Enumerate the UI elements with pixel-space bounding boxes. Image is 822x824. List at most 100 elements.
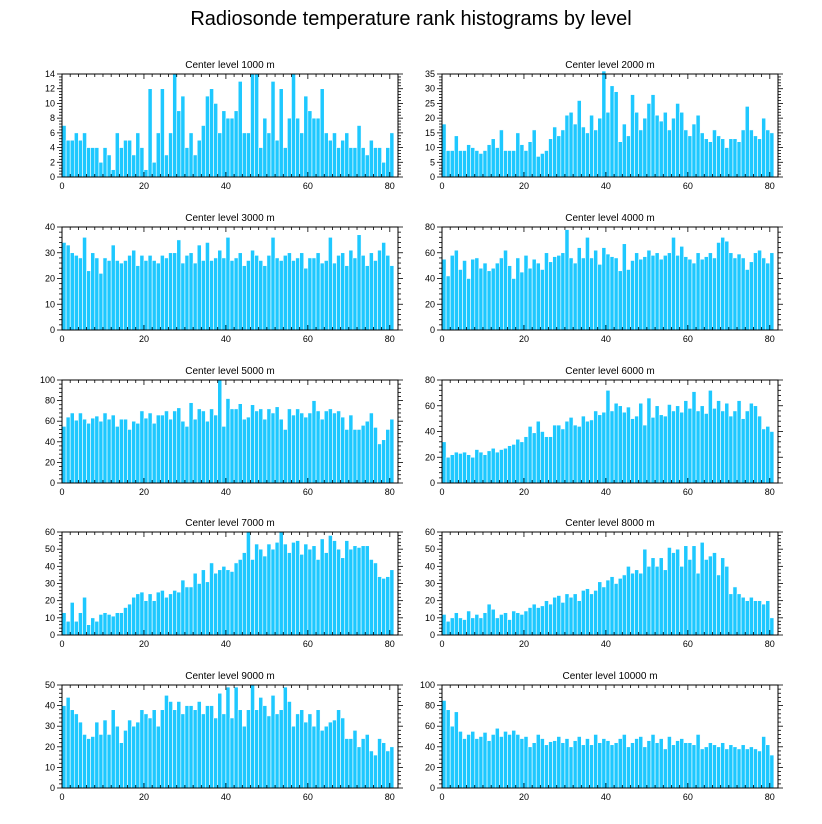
histogram-bar [766, 601, 770, 635]
histogram-bar [341, 140, 345, 177]
histogram-bar [107, 419, 111, 483]
histogram-bar [378, 577, 382, 635]
histogram-bar [581, 416, 585, 483]
histogram-bar [475, 151, 479, 177]
y-tick-label: 40 [425, 427, 435, 437]
histogram-bar [308, 413, 312, 483]
y-tick-label: 100 [40, 375, 55, 385]
x-tick-label: 0 [59, 181, 64, 191]
histogram-bar [205, 96, 209, 177]
histogram-bar [177, 111, 181, 177]
histogram-bar [136, 266, 140, 330]
histogram-bar [704, 413, 708, 483]
x-tick-label: 60 [683, 334, 693, 344]
histogram-bar [725, 241, 729, 330]
histogram-bar [762, 118, 766, 177]
histogram-bar [655, 115, 659, 177]
histogram-bar [680, 739, 684, 788]
histogram-bar [328, 140, 332, 177]
histogram-bar [296, 118, 300, 177]
panel-title: Center level 4000 m [565, 213, 655, 224]
histogram-bar [82, 419, 86, 483]
histogram-bar [655, 406, 659, 483]
histogram-bar [296, 541, 300, 635]
histogram-bar [565, 594, 569, 635]
histogram-bar [238, 559, 242, 635]
histogram-bar [320, 263, 324, 330]
x-tick-label: 20 [139, 487, 149, 497]
histogram-bar [386, 751, 390, 788]
histogram-bar [222, 111, 226, 177]
histogram-bar [491, 448, 495, 483]
x-tick-label: 80 [765, 487, 775, 497]
histogram-bar [602, 587, 606, 635]
histogram-bar [300, 133, 304, 177]
histogram-bar [369, 751, 373, 788]
histogram-bar [271, 81, 275, 177]
histogram-bar [692, 263, 696, 330]
histogram-bar [210, 409, 214, 483]
histogram-bar [205, 421, 209, 483]
histogram-bar [508, 266, 512, 330]
histogram-bar [214, 718, 218, 788]
histogram-bar [103, 720, 107, 788]
histogram-bar [210, 260, 214, 330]
histogram-bar [700, 259, 704, 330]
histogram-bar [606, 741, 610, 788]
histogram-bar [308, 258, 312, 330]
histogram-bar [279, 419, 283, 483]
y-tick-label: 20 [425, 113, 435, 123]
histogram-bar [78, 613, 82, 635]
histogram-bar [483, 151, 487, 177]
histogram-bar [119, 148, 123, 177]
histogram-bar [185, 148, 189, 177]
histogram-bar [99, 734, 103, 788]
histogram-bar [626, 407, 630, 483]
y-tick-label: 40 [425, 742, 435, 752]
histogram-bar [160, 255, 164, 330]
y-tick-label: 60 [425, 527, 435, 537]
histogram-bar [598, 118, 602, 177]
histogram-bar [267, 133, 271, 177]
histogram-bar [365, 734, 369, 788]
histogram-panel: Center level 2000 m0 20 40 60 80051015202530… [425, 60, 783, 191]
histogram-bar [442, 442, 446, 483]
histogram-bar [173, 74, 177, 177]
histogram-bar [737, 142, 741, 177]
histogram-bar [622, 124, 626, 177]
histogram-bar [304, 544, 308, 635]
histogram-bar [320, 730, 324, 788]
histogram-bar [337, 549, 341, 635]
histogram-bar [87, 423, 91, 483]
histogram-bar [341, 558, 345, 635]
histogram-bar [218, 133, 222, 177]
y-tick-label: 40 [425, 561, 435, 571]
histogram-bar [667, 737, 671, 789]
histogram-bar [291, 260, 295, 330]
histogram-bar [361, 425, 365, 483]
histogram-bar [205, 242, 209, 330]
histogram-bar [181, 580, 185, 635]
panel-title: Center level 7000 m [185, 518, 275, 529]
histogram-bar [585, 589, 589, 635]
histogram-bar [365, 546, 369, 635]
histogram-bar [528, 268, 532, 330]
histogram-bar [210, 563, 214, 635]
histogram-bar [87, 148, 91, 177]
histogram-bar [557, 425, 561, 483]
histogram-bar [721, 139, 725, 177]
y-tick-label: 12 [45, 84, 55, 94]
histogram-bar [483, 732, 487, 788]
histogram-bar [353, 429, 357, 483]
histogram-bar [226, 118, 230, 177]
histogram-bar [520, 739, 524, 788]
histogram-panel: Center level 3000 m0 20 40 60 80010203040 [45, 213, 403, 344]
histogram-bar [704, 139, 708, 177]
histogram-bar [148, 89, 152, 177]
histogram-bar [749, 403, 753, 483]
x-tick-label: 20 [139, 792, 149, 802]
histogram-bar [312, 118, 316, 177]
histogram-bar [345, 429, 349, 483]
histogram-bar [553, 741, 557, 788]
histogram-bar [312, 401, 316, 483]
